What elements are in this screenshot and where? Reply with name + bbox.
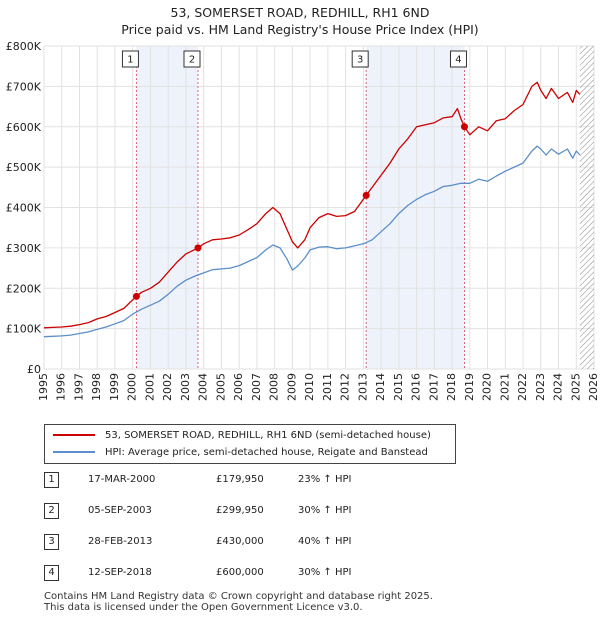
- x-tick-label: 2023: [534, 373, 547, 401]
- x-tick-label: 2012: [339, 373, 352, 401]
- legend-swatch-hpi: [53, 451, 95, 453]
- x-tick-label: 2020: [481, 373, 494, 401]
- x-tick-label: 2013: [356, 373, 369, 401]
- x-tick-label: 2019: [463, 373, 476, 401]
- transaction-date: 28-FEB-2013: [88, 536, 153, 547]
- x-tick-label: 2024: [552, 373, 565, 401]
- x-tick-label: 2011: [321, 373, 334, 401]
- legend-label-property: 53, SOMERSET ROAD, REDHILL, RH1 6ND (sem…: [105, 430, 431, 441]
- x-tick-label: 1995: [37, 373, 50, 401]
- transaction-row: 3 28-FEB-2013 £430,000 40% ↑ HPI: [44, 534, 444, 554]
- x-tick-label: 2018: [445, 373, 458, 401]
- x-tick-label: 2007: [250, 373, 263, 401]
- transaction-hpi-diff: 30% ↑ HPI: [298, 567, 352, 578]
- transaction-number: 3: [44, 534, 59, 550]
- x-tick-label: 2009: [285, 373, 298, 401]
- sale-marker-box: [351, 50, 369, 68]
- sale-marker-box: [121, 50, 139, 68]
- x-tick-label: 2026: [587, 373, 600, 401]
- legend-label-hpi: HPI: Average price, semi-detached house,…: [105, 447, 428, 458]
- y-tick-label: £0: [27, 363, 41, 376]
- x-tick-label: 1996: [55, 373, 68, 401]
- x-tick-label: 2022: [516, 373, 529, 401]
- y-tick-label: £100K: [6, 323, 42, 336]
- transaction-date: 05-SEP-2003: [88, 505, 152, 516]
- sale-point: [460, 123, 468, 131]
- transaction-price: £600,000: [216, 567, 264, 578]
- x-tick-label: 2003: [179, 373, 192, 401]
- x-tick-label: 2021: [498, 373, 511, 401]
- x-tick-label: 2015: [392, 373, 405, 401]
- x-tick-label: 2002: [161, 373, 174, 401]
- transaction-row: 1 17-MAR-2000 £179,950 23% ↑ HPI: [44, 472, 444, 492]
- transaction-hpi-diff: 23% ↑ HPI: [298, 474, 352, 485]
- transaction-number: 4: [44, 565, 59, 581]
- sale-point: [194, 244, 202, 252]
- property-price-line: [43, 81, 581, 329]
- series-lines: [43, 81, 581, 338]
- sale-marker-box: [183, 50, 201, 68]
- transaction-date: 12-SEP-2018: [88, 567, 152, 578]
- legend-swatch-property: [53, 434, 95, 436]
- footer-line1: Contains HM Land Registry data © Crown c…: [44, 591, 433, 602]
- gridlines: [43, 45, 595, 370]
- transaction-hpi-diff: 40% ↑ HPI: [298, 536, 352, 547]
- sale-marker-box: [449, 50, 467, 68]
- chart-title-line2: Price paid vs. HM Land Registry's House …: [121, 22, 479, 37]
- y-axis-ticks: £0 £100K £200K £300K £400K £500K £600K £700K £80…: [6, 40, 42, 376]
- hpi-line: [43, 145, 581, 338]
- sale-points: [132, 123, 468, 300]
- x-tick-label: 2005: [214, 373, 227, 401]
- sale-marker-label: 2: [189, 55, 195, 66]
- legend-item-hpi: HPI: Average price, semi-detached house,…: [53, 445, 428, 461]
- x-tick-label: 2006: [232, 373, 245, 401]
- footer-credits: Contains HM Land Registry data © Crown c…: [44, 591, 433, 613]
- legend: 53, SOMERSET ROAD, REDHILL, RH1 6ND (sem…: [44, 424, 456, 464]
- y-tick-label: £300K: [6, 242, 42, 255]
- chart-title: 53, SOMERSET ROAD, REDHILL, RH1 6ND Pric…: [0, 4, 600, 38]
- transaction-price: £179,950: [216, 474, 264, 485]
- transaction-number: 2: [44, 503, 59, 519]
- transaction-price: £430,000: [216, 536, 264, 547]
- sale-marker-label: 1: [127, 55, 133, 66]
- x-tick-label: 2000: [126, 373, 139, 401]
- transaction-number: 1: [44, 472, 59, 488]
- y-tick-label: £700K: [6, 80, 42, 93]
- x-tick-label: 1999: [108, 373, 121, 401]
- transaction-price: £299,950: [216, 505, 264, 516]
- x-tick-label: 2017: [427, 373, 440, 401]
- footer-line2: This data is licensed under the Open Gov…: [44, 602, 363, 613]
- forecast-hatch-area: [579, 46, 594, 369]
- sale-marker-boxes: 1 2 3 4: [121, 50, 467, 68]
- x-tick-label: 1997: [72, 373, 85, 401]
- price-chart: 1 2 3 4 £0 £100K £200K £300K £400K £500K £600K £70…: [6, 40, 600, 401]
- sale-point: [132, 292, 140, 300]
- transaction-row: 4 12-SEP-2018 £600,000 30% ↑ HPI: [44, 565, 444, 585]
- transaction-date: 17-MAR-2000: [88, 474, 156, 485]
- y-tick-label: £200K: [6, 282, 42, 295]
- x-tick-label: 2016: [410, 373, 423, 401]
- transaction-hpi-diff: 30% ↑ HPI: [298, 505, 352, 516]
- x-tick-label: 1998: [90, 373, 103, 401]
- y-tick-label: £400K: [6, 202, 42, 215]
- x-tick-label: 2014: [374, 373, 387, 401]
- sale-point: [362, 191, 370, 199]
- sale-marker-label: 4: [455, 55, 461, 66]
- x-tick-label: 2010: [303, 373, 316, 401]
- y-tick-label: £600K: [6, 121, 42, 134]
- x-tick-label: 2025: [569, 373, 582, 401]
- x-tick-label: 2004: [197, 373, 210, 401]
- y-tick-label: £800K: [6, 40, 42, 53]
- y-tick-label: £500K: [6, 161, 42, 174]
- x-tick-label: 2001: [143, 373, 156, 401]
- x-axis-ticks: 1995 1996 1997 1998 1999 2000 2001 2002 2003 2004…: [37, 373, 600, 401]
- legend-item-property: 53, SOMERSET ROAD, REDHILL, RH1 6ND (sem…: [53, 428, 431, 444]
- sale-marker-lines: [135, 54, 465, 369]
- transaction-row: 2 05-SEP-2003 £299,950 30% ↑ HPI: [44, 503, 444, 523]
- sale-marker-label: 3: [357, 55, 363, 66]
- forecast-hatch: [579, 46, 594, 369]
- x-tick-label: 2008: [268, 373, 281, 401]
- chart-title-line1: 53, SOMERSET ROAD, REDHILL, RH1 6ND: [170, 5, 430, 20]
